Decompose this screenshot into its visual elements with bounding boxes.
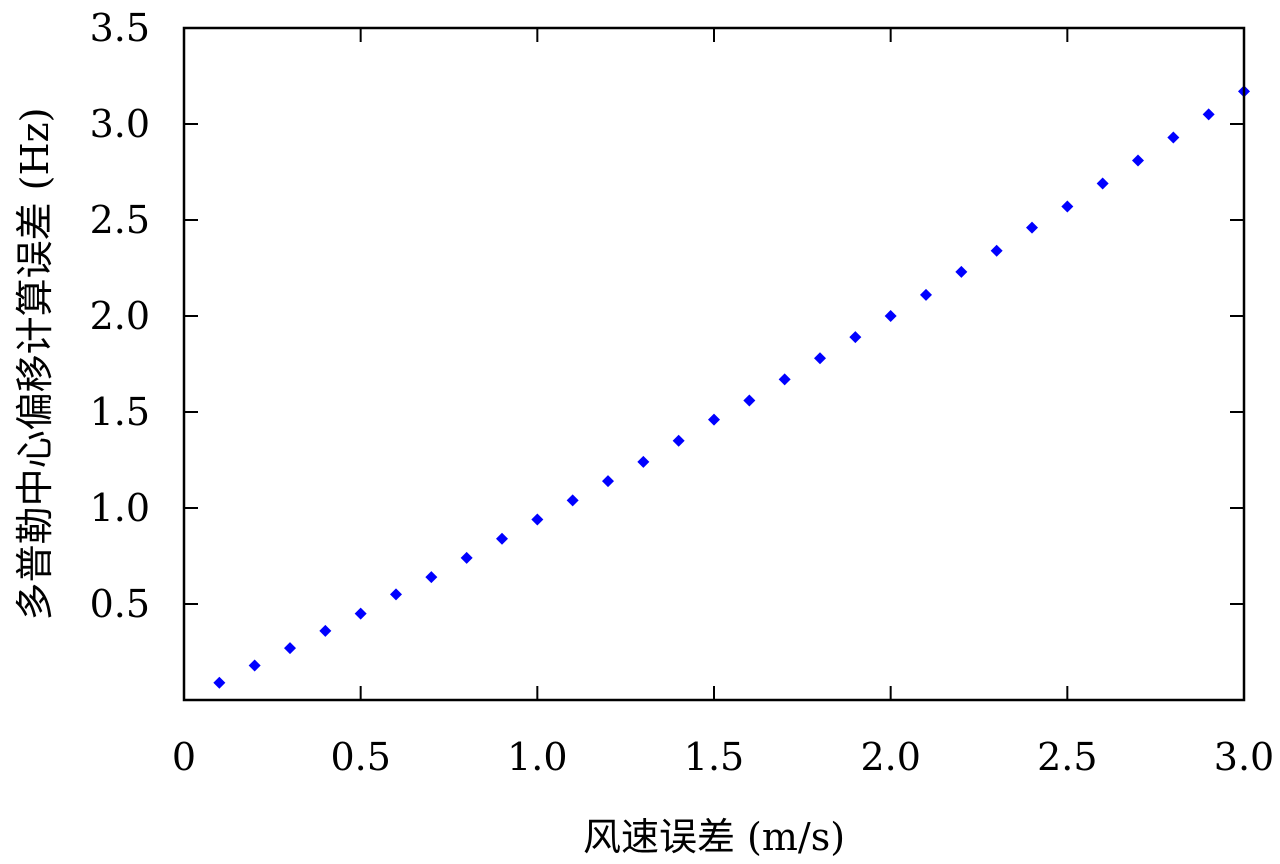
data-point xyxy=(354,607,367,620)
data-point xyxy=(460,551,473,564)
x-tick-label: 0.5 xyxy=(330,735,390,779)
data-point xyxy=(849,331,862,344)
y-tick-label: 0.5 xyxy=(90,582,150,626)
data-point xyxy=(390,588,402,601)
y-tick-label: 2.0 xyxy=(90,294,150,338)
data-point xyxy=(778,373,791,386)
x-tick-label: 2.0 xyxy=(860,735,920,779)
data-point xyxy=(672,434,685,447)
y-axis-label: 多普勒中心偏移计算误差 (Hz) xyxy=(13,108,57,621)
data-point xyxy=(425,571,438,584)
data-point xyxy=(1202,108,1215,121)
data-point xyxy=(566,494,579,507)
data-point xyxy=(531,513,544,526)
x-tick-label: 2.5 xyxy=(1037,735,1097,779)
x-tick-label: 3.0 xyxy=(1214,735,1274,779)
data-point xyxy=(1061,200,1074,213)
data-point xyxy=(213,676,226,689)
y-tick-label: 1.0 xyxy=(90,486,150,530)
data-point xyxy=(602,475,614,488)
y-tick-label: 3.0 xyxy=(90,102,150,146)
data-point xyxy=(1096,177,1109,190)
data-point xyxy=(1026,221,1038,234)
x-tick-label: 1.0 xyxy=(507,735,567,779)
y-tick-label: 2.5 xyxy=(90,198,150,242)
data-point xyxy=(708,413,720,426)
plot-frame xyxy=(182,26,1246,702)
data-point xyxy=(814,352,826,365)
data-point xyxy=(637,455,650,468)
data-point xyxy=(1167,131,1180,144)
x-tick-label: 1.5 xyxy=(684,735,744,779)
data-point xyxy=(884,310,897,322)
ticks-layer: 0 0.5 1.0 1.5 2.0 2.5 3.0 0.5 1.0 1.5 2.0 2.5 3.0 3.5 xyxy=(90,6,1275,779)
data-point xyxy=(284,642,296,655)
y-tick-label: 1.5 xyxy=(90,390,150,434)
data-point xyxy=(955,265,968,278)
data-point xyxy=(990,244,1003,257)
data-point xyxy=(743,394,756,407)
y-tick-label: 3.5 xyxy=(90,6,150,50)
data-point xyxy=(1132,154,1144,167)
x-axis-label: 风速误差 (m/s) xyxy=(583,815,845,859)
data-point xyxy=(319,624,332,637)
data-points xyxy=(213,85,1250,689)
x-tick-label: 0 xyxy=(172,735,196,779)
data-point xyxy=(920,288,932,301)
data-point xyxy=(496,532,508,545)
data-point xyxy=(248,659,261,672)
